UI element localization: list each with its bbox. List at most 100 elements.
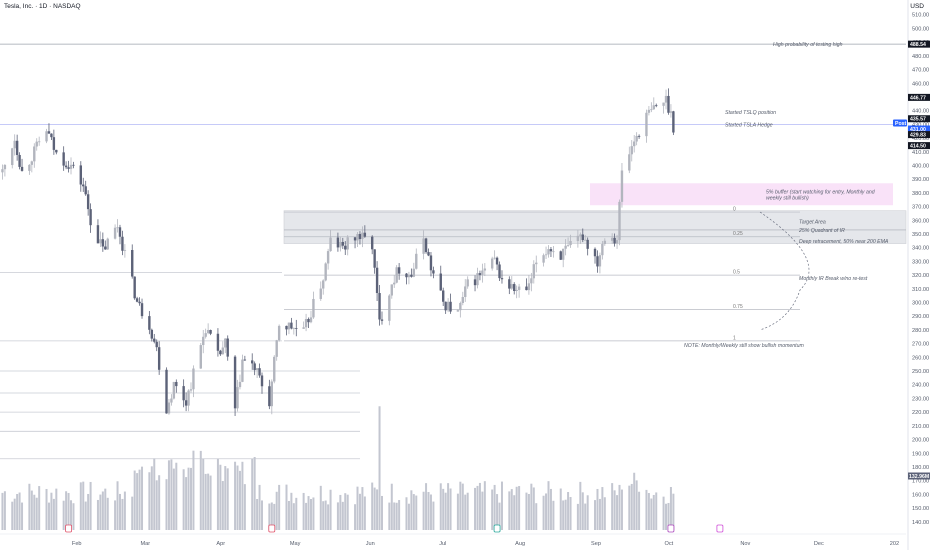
- candle-body: [593, 248, 597, 257]
- candle-body: [18, 154, 21, 167]
- volume-bar: [547, 481, 550, 530]
- volume-bar: [542, 495, 545, 530]
- volume-bar: [662, 496, 665, 530]
- annotation-text: Target Area: [799, 220, 826, 226]
- volume-bar: [309, 498, 312, 530]
- candle-body: [118, 227, 122, 237]
- volume-bar: [346, 494, 349, 530]
- candle-body: [356, 234, 359, 241]
- volume-bar: [261, 500, 264, 530]
- candle-body: [650, 109, 653, 111]
- volume-bar: [251, 458, 254, 530]
- fib-level-label: 1: [733, 335, 736, 341]
- volume-bar: [302, 492, 305, 530]
- candle-body: [664, 95, 668, 103]
- candle-body: [148, 316, 151, 330]
- volume-bar: [106, 497, 109, 530]
- volume-bar: [594, 500, 597, 530]
- volume-bar: [447, 483, 450, 530]
- volume-bar: [613, 490, 616, 530]
- volume-bar: [50, 492, 53, 530]
- volume-bar: [444, 492, 447, 530]
- volume-bar: [478, 482, 481, 530]
- volume-bar: [461, 483, 464, 530]
- candle-body: [620, 170, 624, 202]
- volume-bar: [209, 475, 212, 530]
- candle-body: [601, 243, 604, 256]
- volume-bar: [449, 488, 452, 530]
- candle-body: [446, 301, 450, 311]
- volume-bar: [275, 491, 278, 530]
- volume-bar: [16, 493, 19, 530]
- candle-body: [116, 227, 119, 229]
- candle-body: [224, 338, 227, 348]
- projection-curve: [759, 211, 810, 331]
- candle-body: [464, 286, 467, 297]
- candle-body: [304, 319, 308, 328]
- candle-body: [483, 268, 487, 271]
- candle-body: [285, 325, 288, 330]
- volume-bar: [185, 477, 188, 530]
- candle-body: [3, 165, 7, 170]
- volume-bar: [456, 493, 459, 530]
- post-market-tag: [893, 119, 907, 127]
- candle-body: [204, 333, 207, 337]
- price-badge-label: 414.50: [910, 144, 926, 150]
- volume-bar: [70, 500, 73, 530]
- volume-bar: [270, 502, 273, 530]
- volume-bar: [527, 493, 530, 530]
- candle-body: [79, 165, 83, 185]
- volume-bar: [358, 493, 361, 530]
- candle-body: [33, 146, 36, 162]
- volume-bar: [182, 469, 185, 530]
- y-tick-label: 260.00: [912, 355, 929, 361]
- volume-bar: [491, 489, 494, 530]
- candle-body: [405, 273, 408, 278]
- candle-body: [461, 296, 464, 303]
- volume-bar: [18, 492, 21, 530]
- price-badge-label: 429.83: [910, 133, 926, 139]
- candle-body: [655, 105, 658, 107]
- candle-body: [253, 363, 256, 371]
- volume-bar: [21, 502, 24, 530]
- price-badge: [908, 131, 930, 139]
- volume-bar: [35, 497, 38, 530]
- volume-bar: [341, 501, 344, 530]
- volume-bar: [628, 485, 631, 530]
- volume-badge-label: 132.96M: [909, 474, 929, 480]
- candle-body: [82, 184, 85, 187]
- volume-bar: [221, 481, 224, 530]
- candle-body: [309, 317, 313, 323]
- fib-level-label: 0.75: [733, 304, 743, 310]
- volume-bar: [422, 491, 425, 530]
- candle-body: [295, 328, 298, 329]
- volume-bar: [1, 492, 4, 530]
- volume-bar: [243, 484, 246, 530]
- volume-bar: [645, 489, 648, 530]
- y-tick-label: 480.00: [912, 54, 929, 60]
- volume-bar: [187, 467, 190, 530]
- annotation-text: Started TSLQ position: [725, 110, 776, 116]
- candle-body: [157, 347, 161, 370]
- volume-bar: [292, 503, 295, 530]
- candle-body: [182, 386, 185, 401]
- candle-body: [11, 148, 14, 166]
- x-tick-label: Dec: [814, 541, 824, 547]
- candle-body: [459, 302, 462, 311]
- annotation-text: High probability of testing high: [773, 42, 843, 48]
- volume-bar: [96, 499, 99, 530]
- volume-bar: [204, 473, 207, 530]
- volume-bar: [410, 490, 413, 530]
- candle-body: [277, 325, 281, 341]
- candle-body: [637, 135, 641, 137]
- candle-body: [576, 235, 580, 241]
- currency-label: USD: [910, 3, 924, 10]
- candle-body: [532, 264, 536, 279]
- volume-bar: [238, 470, 241, 530]
- volume-bar: [510, 489, 513, 530]
- volume-bar: [141, 466, 144, 530]
- volume-bar: [481, 491, 484, 530]
- fib-level-label: 0.5: [733, 270, 740, 276]
- volume-bar: [476, 485, 479, 530]
